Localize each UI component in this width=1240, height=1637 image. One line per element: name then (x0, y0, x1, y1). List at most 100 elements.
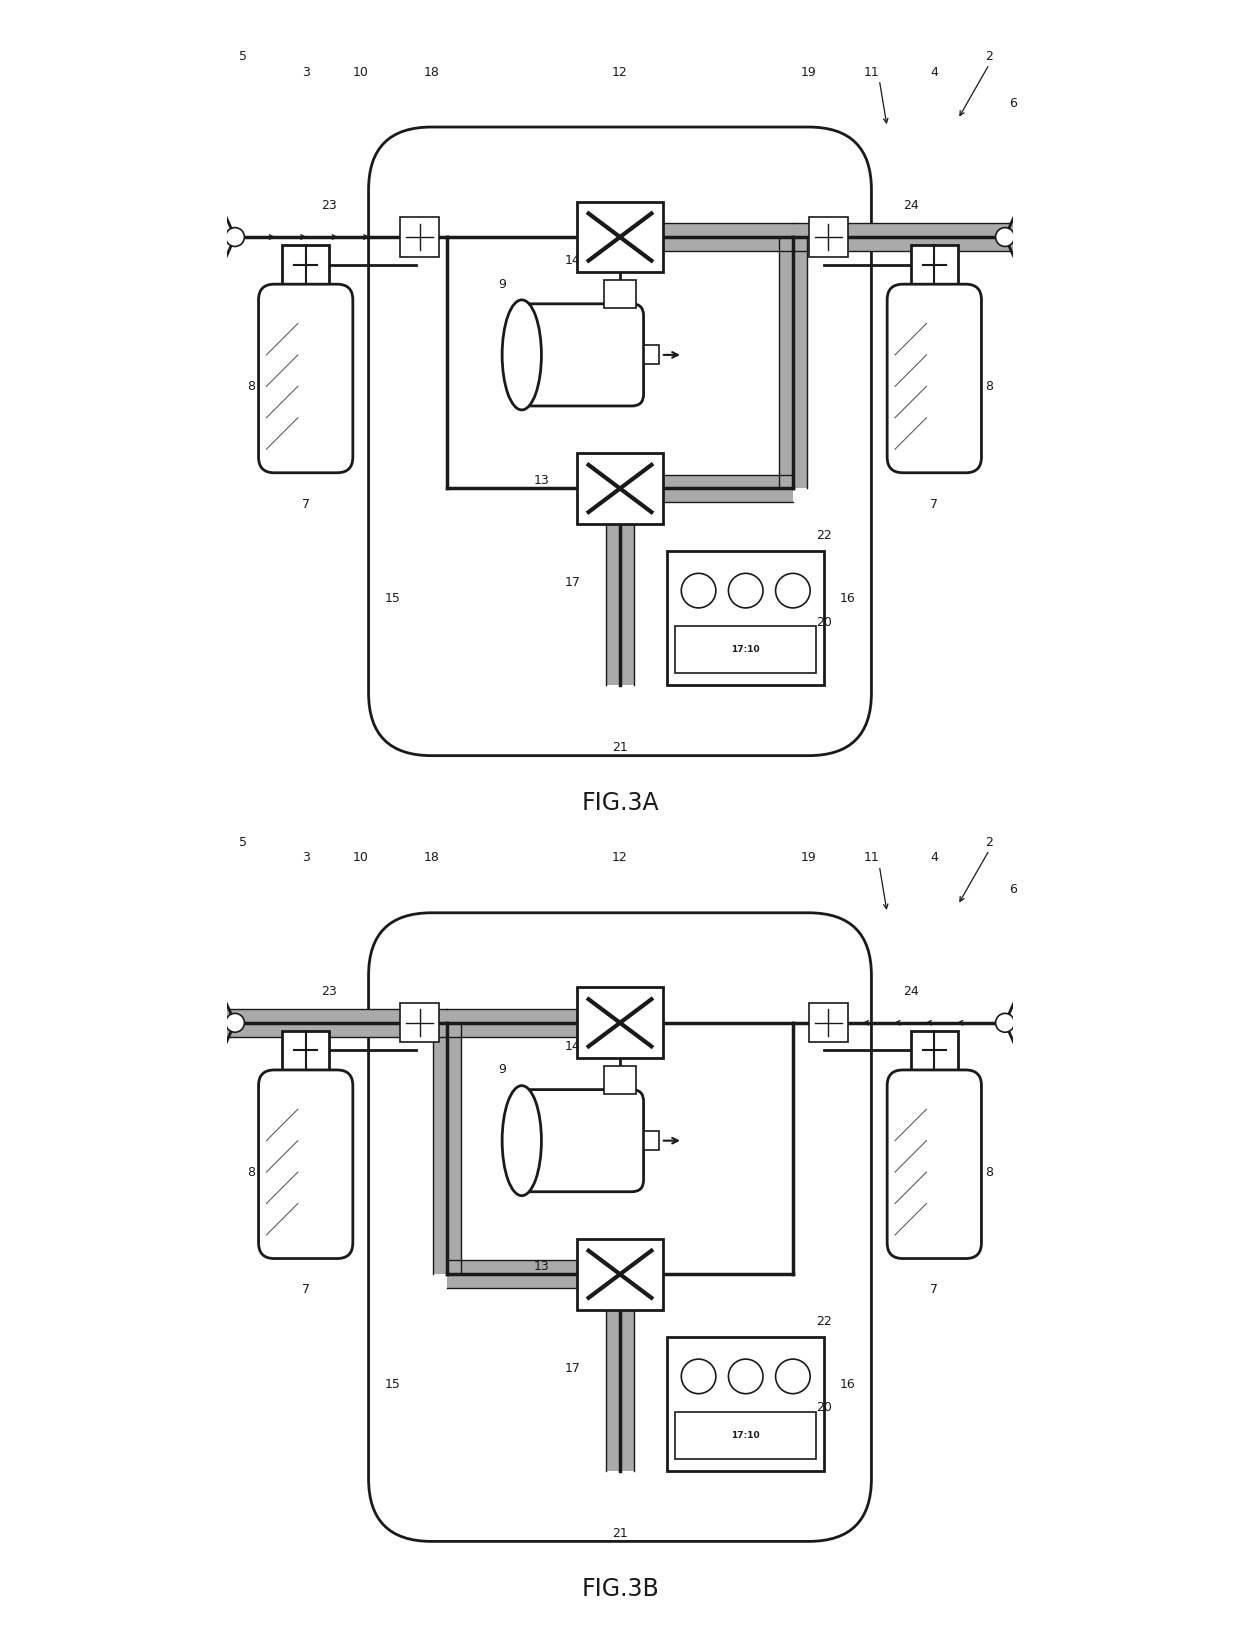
Circle shape (681, 573, 715, 607)
Bar (620, 223, 792, 250)
Text: 5: 5 (239, 835, 247, 848)
FancyBboxPatch shape (887, 1071, 981, 1259)
Bar (577, 1239, 663, 1310)
Text: 7: 7 (301, 1283, 310, 1297)
Text: 15: 15 (384, 593, 401, 606)
Bar (283, 246, 330, 285)
Text: 17: 17 (565, 576, 580, 589)
Text: 4: 4 (930, 851, 939, 864)
FancyBboxPatch shape (518, 1090, 644, 1192)
Bar (792, 223, 1013, 250)
Text: 5: 5 (239, 49, 247, 62)
Text: 3: 3 (301, 65, 310, 79)
Text: FIG.3B: FIG.3B (582, 1576, 658, 1601)
Bar (910, 1031, 957, 1071)
Text: 17:10: 17:10 (732, 1431, 760, 1441)
Bar (604, 280, 636, 308)
Circle shape (728, 1359, 763, 1393)
Text: 22: 22 (816, 529, 832, 542)
Bar (808, 1003, 848, 1043)
Bar (401, 218, 439, 257)
Text: 19: 19 (801, 65, 816, 79)
Bar (620, 475, 792, 503)
FancyBboxPatch shape (518, 304, 644, 406)
FancyBboxPatch shape (259, 1071, 353, 1259)
Polygon shape (1006, 953, 1037, 1094)
Circle shape (996, 1013, 1014, 1033)
Text: 8: 8 (247, 380, 254, 393)
Text: 9: 9 (498, 278, 506, 291)
Text: 10: 10 (352, 65, 368, 79)
Text: 11: 11 (863, 851, 879, 864)
Text: 14: 14 (565, 254, 580, 267)
Bar (667, 1337, 825, 1470)
Text: 21: 21 (613, 1527, 627, 1540)
Text: 19: 19 (801, 851, 816, 864)
Text: 23: 23 (321, 200, 337, 213)
Text: 13: 13 (533, 475, 549, 488)
Bar (606, 524, 634, 684)
Text: 6: 6 (1009, 882, 1017, 895)
Text: 9: 9 (498, 1064, 506, 1077)
Text: 23: 23 (321, 985, 337, 999)
Text: 11: 11 (863, 65, 879, 79)
Circle shape (226, 1013, 244, 1033)
Text: 8: 8 (986, 380, 993, 393)
Circle shape (226, 228, 244, 247)
Text: 4: 4 (930, 65, 939, 79)
Text: 8: 8 (986, 1166, 993, 1179)
Bar (910, 246, 957, 285)
Ellipse shape (502, 1085, 542, 1195)
Text: 24: 24 (903, 985, 919, 999)
Text: 2: 2 (986, 49, 993, 62)
Text: 16: 16 (839, 1378, 856, 1391)
Bar (604, 1066, 636, 1094)
Text: 12: 12 (613, 65, 627, 79)
Text: 7: 7 (301, 498, 310, 511)
Circle shape (681, 1359, 715, 1393)
Text: 18: 18 (424, 851, 439, 864)
FancyBboxPatch shape (368, 913, 872, 1542)
Bar (644, 1131, 660, 1151)
Bar (434, 1023, 461, 1274)
Bar (577, 987, 663, 1058)
FancyBboxPatch shape (887, 285, 981, 473)
Bar (227, 1008, 448, 1036)
Bar (401, 1003, 439, 1043)
Text: 8: 8 (247, 1166, 254, 1179)
Bar (675, 625, 816, 673)
Bar (644, 345, 660, 365)
Bar (448, 1008, 620, 1036)
Text: 10: 10 (352, 851, 368, 864)
Bar (283, 1031, 330, 1071)
Bar (667, 552, 825, 684)
Bar (675, 1411, 816, 1459)
Bar (808, 218, 848, 257)
FancyBboxPatch shape (259, 285, 353, 473)
Bar (448, 1260, 620, 1288)
Text: 21: 21 (613, 742, 627, 755)
Bar (606, 1310, 634, 1470)
Ellipse shape (502, 300, 542, 409)
Text: 7: 7 (930, 498, 939, 511)
Circle shape (775, 573, 810, 607)
Text: 20: 20 (816, 1401, 832, 1414)
Text: 6: 6 (1009, 97, 1017, 110)
Bar (577, 201, 663, 272)
Text: 15: 15 (384, 1378, 401, 1391)
Bar (779, 237, 806, 488)
Bar (577, 453, 663, 524)
Text: 13: 13 (533, 1260, 549, 1274)
Circle shape (775, 1359, 810, 1393)
Text: 3: 3 (301, 851, 310, 864)
Polygon shape (203, 167, 234, 308)
Text: 7: 7 (930, 1283, 939, 1297)
Text: 24: 24 (903, 200, 919, 213)
Text: 16: 16 (839, 593, 856, 606)
Text: 17: 17 (565, 1362, 580, 1375)
Polygon shape (1006, 167, 1037, 308)
Text: 18: 18 (424, 65, 439, 79)
Text: 12: 12 (613, 851, 627, 864)
Text: 22: 22 (816, 1315, 832, 1328)
Circle shape (996, 228, 1014, 247)
